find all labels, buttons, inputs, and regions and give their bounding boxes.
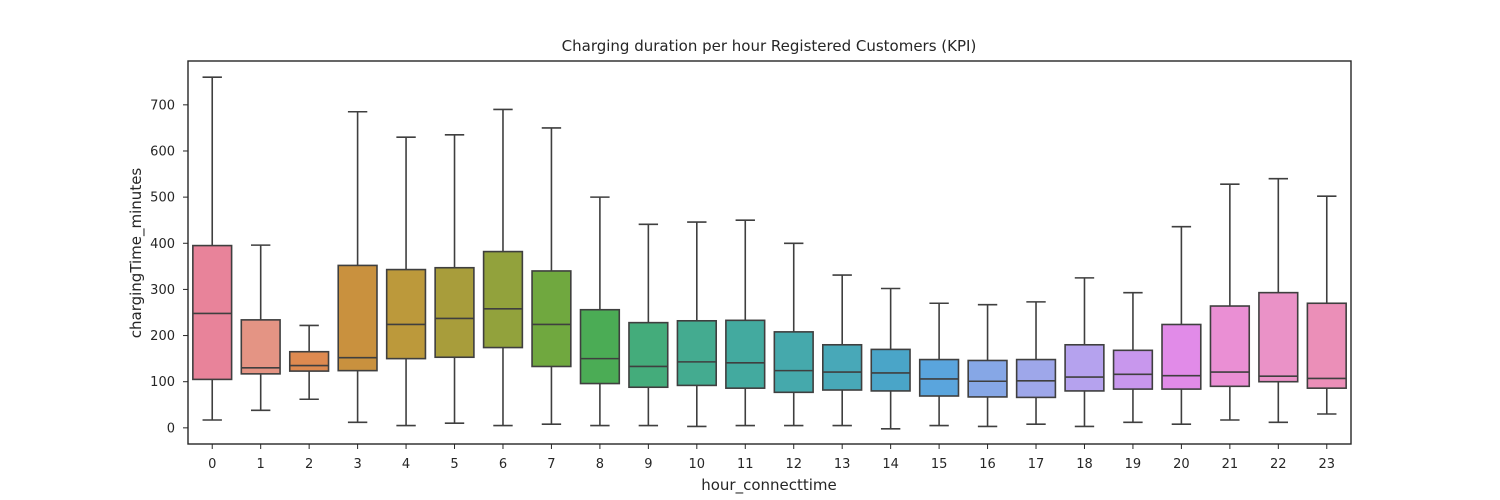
iqr-box — [482, 250, 524, 349]
chart-title: Charging duration per hour Registered Cu… — [562, 37, 977, 55]
iqr-box — [1015, 358, 1057, 399]
x-tick-label: 0 — [208, 457, 216, 472]
y-tick-label: 300 — [150, 283, 175, 298]
x-tick-label: 18 — [1076, 457, 1093, 472]
y-tick-label: 0 — [167, 421, 175, 436]
box-3 — [337, 110, 378, 424]
box-14 — [870, 287, 911, 430]
x-tick-label: 5 — [450, 457, 458, 472]
iqr-box — [1258, 291, 1299, 383]
x-tick-label: 15 — [931, 457, 948, 472]
iqr-box — [337, 264, 378, 372]
box-9 — [628, 223, 669, 427]
x-tick-label: 20 — [1173, 457, 1190, 472]
x-tick-label: 6 — [499, 457, 507, 472]
iqr-box — [385, 268, 427, 360]
box-16 — [967, 303, 1008, 428]
x-axis-label: hour_connecttime — [701, 476, 837, 495]
box-2 — [288, 324, 330, 401]
x-tick-label: 16 — [979, 457, 996, 472]
x-tick-label: 9 — [644, 457, 652, 472]
box-21 — [1209, 183, 1251, 421]
iqr-box — [822, 343, 863, 391]
iqr-box — [579, 308, 621, 385]
x-tick-label: 12 — [785, 457, 802, 472]
box-17 — [1015, 301, 1057, 425]
box-5 — [434, 134, 475, 425]
x-tick-label: 22 — [1270, 457, 1287, 472]
plot-frame — [187, 60, 1352, 445]
iqr-box — [967, 359, 1008, 398]
x-tick-label: 3 — [353, 457, 361, 472]
iqr-box — [434, 266, 475, 359]
box-23 — [1306, 195, 1347, 415]
iqr-box — [192, 244, 233, 381]
y-tick-label: 500 — [150, 191, 175, 206]
x-tick-label: 21 — [1222, 457, 1239, 472]
box-6 — [482, 108, 524, 427]
iqr-box — [918, 358, 960, 397]
iqr-box — [870, 348, 911, 392]
box-11 — [725, 219, 766, 427]
box-1 — [240, 244, 281, 412]
x-tick-label: 19 — [1125, 457, 1142, 472]
x-tick-label: 1 — [257, 457, 265, 472]
box-18 — [1064, 277, 1105, 428]
iqr-box — [1161, 323, 1202, 390]
iqr-box — [531, 270, 572, 368]
x-tick-label: 14 — [882, 457, 899, 472]
y-tick-label: 100 — [150, 375, 175, 390]
x-tick-label: 23 — [1318, 457, 1335, 472]
x-tick-label: 17 — [1028, 457, 1045, 472]
box-4 — [385, 136, 427, 427]
y-tick-label: 400 — [150, 237, 175, 252]
iqr-box — [240, 319, 281, 375]
x-tick-label: 7 — [547, 457, 555, 472]
box-8 — [579, 196, 621, 427]
box-7 — [531, 127, 572, 425]
iqr-box — [628, 321, 669, 389]
y-tick-label: 200 — [150, 329, 175, 344]
box-0 — [192, 76, 233, 421]
box-22 — [1258, 177, 1299, 424]
iqr-box — [1209, 305, 1251, 388]
y-axis-label: chargingTime_minutes — [127, 168, 146, 339]
box-12 — [773, 242, 814, 427]
box-15 — [918, 302, 960, 427]
iqr-box — [725, 319, 766, 389]
x-tick-label: 13 — [834, 457, 851, 472]
x-tick-label: 8 — [596, 457, 604, 472]
iqr-box — [1112, 349, 1154, 390]
box-20 — [1161, 225, 1202, 425]
x-tick-label: 2 — [305, 457, 313, 472]
y-tick-label: 600 — [150, 144, 175, 159]
box-19 — [1112, 291, 1154, 424]
iqr-box — [676, 319, 717, 387]
box-13 — [822, 274, 863, 427]
box-10 — [676, 221, 717, 428]
iqr-box — [773, 331, 814, 394]
iqr-box — [1306, 302, 1347, 389]
x-tick-label: 11 — [737, 457, 754, 472]
x-tick-label: 10 — [689, 457, 706, 472]
x-tick-label: 4 — [402, 457, 410, 472]
iqr-box — [288, 350, 330, 372]
y-tick-label: 700 — [150, 98, 175, 113]
iqr-box — [1064, 343, 1105, 392]
